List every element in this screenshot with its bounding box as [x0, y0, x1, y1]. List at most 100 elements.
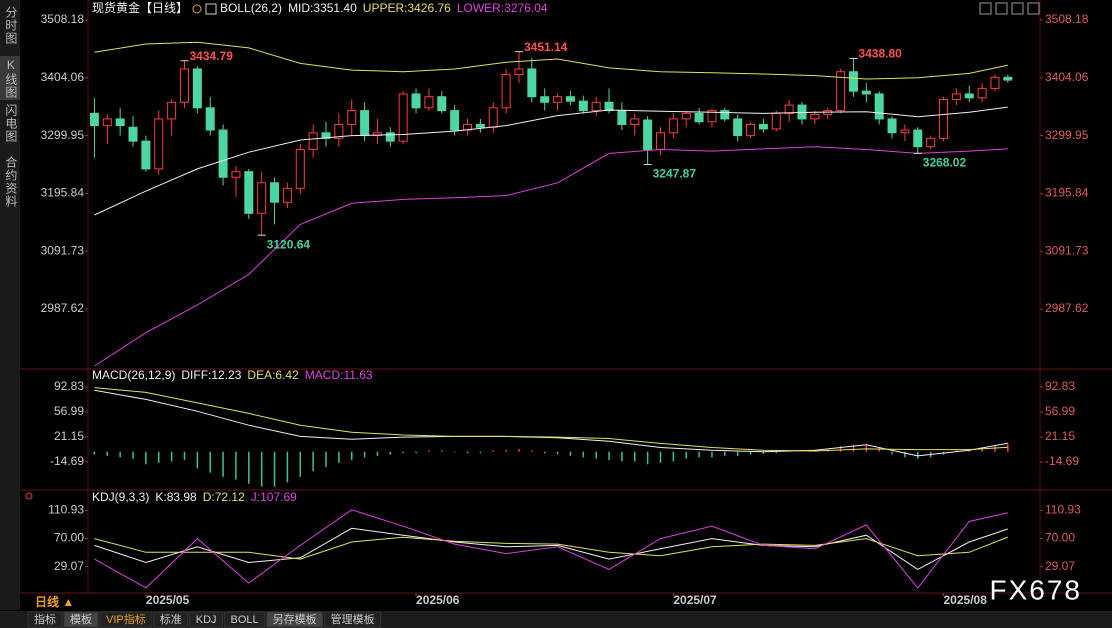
y-tick-label-right: 3404.06	[1045, 70, 1089, 84]
annotation: 3268.02	[923, 156, 967, 170]
y-tick-label-right: 3299.95	[1045, 128, 1089, 142]
legend-entry: D:72.12	[203, 490, 245, 504]
candle-body	[475, 123, 485, 128]
candle-body	[270, 182, 280, 203]
y-tick-label-right: 92.83	[1045, 379, 1075, 393]
footer-tab-bg	[27, 611, 63, 628]
legend-entry: MACD:11.63	[305, 368, 373, 382]
footer-tab[interactable]: BOLL	[231, 614, 259, 626]
y-tick-label-right: 21.15	[1045, 429, 1075, 443]
footer-tab-bg	[63, 611, 99, 628]
candle-body	[758, 123, 768, 130]
candle-body	[784, 104, 794, 114]
footer-tab-bg	[99, 611, 153, 628]
toolbar[interactable]	[979, 2, 1040, 15]
candle-body	[771, 112, 781, 130]
candle-body	[797, 104, 807, 120]
candle-body	[501, 74, 511, 109]
footer-tab-bg	[189, 611, 224, 628]
candle-body	[977, 87, 987, 99]
candle-body	[746, 123, 756, 137]
footer-tab[interactable]: KDJ	[196, 614, 217, 626]
candle-body	[321, 132, 331, 139]
sidebar	[0, 0, 20, 610]
candle-body	[89, 112, 99, 127]
x-tick-label: 2025/05	[146, 593, 190, 607]
title-icon[interactable]	[192, 4, 202, 14]
candle-body	[617, 110, 627, 125]
candle-body	[360, 110, 370, 137]
candle-body	[347, 110, 357, 125]
tool-icon[interactable]	[1011, 2, 1024, 15]
x-tick-label: 2025/08	[944, 593, 988, 607]
annotation: 3451.14	[524, 40, 568, 54]
candle-body	[681, 112, 691, 120]
candle-body	[424, 96, 434, 109]
footer-tab-bg	[224, 611, 266, 628]
x-tick-label: 2025/07	[673, 593, 717, 607]
y-tick-label-right: 29.07	[1045, 559, 1075, 573]
footer-tab[interactable]: VIP指标	[106, 612, 146, 626]
footer-tab[interactable]: 管理模板	[331, 612, 375, 626]
x-tick-label: 2025/06	[416, 593, 460, 607]
indicator-icon	[205, 3, 217, 15]
y-tick-label: 56.99	[54, 404, 84, 418]
candle-body	[385, 132, 395, 142]
footer-tab[interactable]: 模板	[70, 612, 92, 626]
candle-body	[372, 132, 382, 137]
y-tick-label: 70.00	[54, 531, 84, 545]
y-tick-label: 92.83	[54, 379, 84, 393]
side-tab[interactable]: 闪电图	[4, 104, 18, 143]
tool-icon[interactable]	[1027, 2, 1040, 15]
candle-body	[154, 118, 164, 170]
side-tab[interactable]: 分时图	[4, 6, 18, 45]
series-line	[94, 146, 1008, 367]
candle-body	[257, 182, 267, 214]
indicator-label: BOLL(26,2)	[220, 1, 282, 15]
candle-body	[874, 93, 884, 120]
series-line	[94, 536, 1008, 560]
candle-body	[591, 101, 601, 112]
candle-body	[810, 113, 820, 120]
panel-title: MACD(26,12,9)	[92, 368, 175, 382]
footer-tab[interactable]: 指标	[34, 612, 56, 626]
footer-tab[interactable]: 标准	[160, 612, 182, 626]
period-label[interactable]: 日线 ▲	[35, 594, 74, 609]
legend-entry: DEA:6.42	[247, 368, 299, 382]
candle-body	[437, 96, 447, 112]
chart-title: 现货黄金【日线】	[92, 0, 188, 15]
candle-body	[926, 137, 936, 148]
tool-icon[interactable]	[995, 2, 1008, 15]
candle-body	[964, 93, 974, 99]
candle-body	[707, 110, 717, 123]
side-tab[interactable]: 合约资料	[4, 155, 18, 208]
legend-entry: MID:3351.40	[288, 1, 357, 15]
legend-entry: J:107.69	[251, 490, 297, 504]
y-tick-label: 2987.62	[41, 301, 85, 315]
candle-body	[514, 68, 524, 76]
sidebar-active-tab	[0, 56, 20, 100]
footer-tabs: 指标 模板 VIP指标 标准 KDJ BOLL 另存模板 管理模板	[27, 611, 382, 628]
candle-body	[282, 187, 292, 203]
y-tick-label-right: 3091.73	[1045, 243, 1089, 257]
y-tick-label: -14.69	[50, 454, 84, 468]
side-tab[interactable]: K线图	[4, 58, 18, 99]
candle-body	[128, 126, 138, 142]
candle-body	[990, 76, 1000, 89]
candle-body	[527, 68, 537, 98]
tool-icon[interactable]	[979, 2, 992, 15]
candle-body	[939, 98, 949, 139]
y-tick-label: 21.15	[54, 429, 84, 443]
footer-tab[interactable]: 另存模板	[273, 612, 317, 626]
watermark: FX678	[990, 574, 1083, 605]
settings-icon[interactable]	[25, 492, 33, 500]
y-tick-label: 110.93	[48, 503, 84, 517]
candle-body	[553, 96, 563, 103]
candle-body	[861, 90, 871, 95]
legend-entry: DIFF:12.23	[181, 368, 241, 382]
candle-body	[308, 132, 318, 150]
candle-body	[167, 101, 177, 120]
candle-body	[218, 129, 228, 178]
candle-body	[231, 171, 241, 178]
